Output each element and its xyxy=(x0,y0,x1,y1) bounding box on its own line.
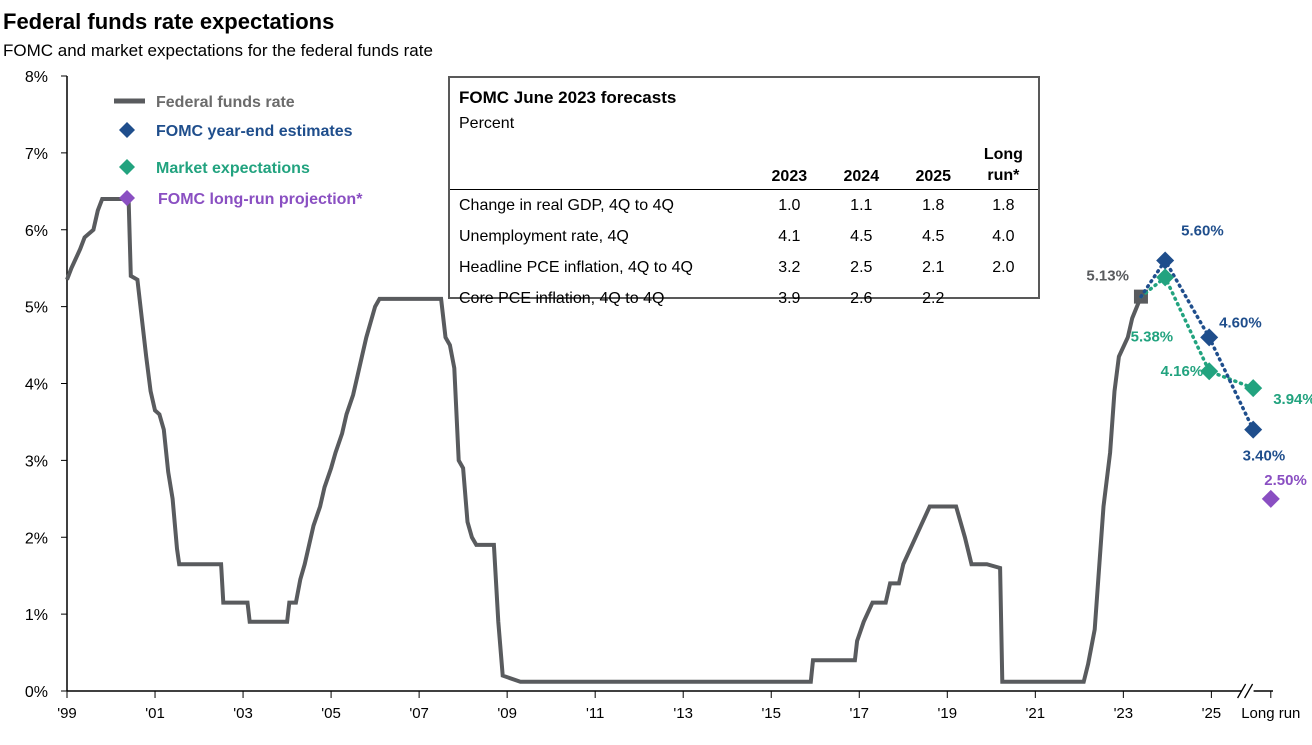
legend-diamond-swatch xyxy=(119,190,135,206)
table-row: Core PCE inflation, 4Q to 4Q 3.9 2.6 2.2 xyxy=(450,283,1038,314)
fomc-estimate-point xyxy=(1156,251,1175,270)
forecast-table: 2023 2024 2025 Long run* Change in real G… xyxy=(450,134,1038,314)
y-tick-label: 2% xyxy=(25,530,48,547)
table-cell: 2.2 xyxy=(922,289,945,307)
x-tick-label: '23 xyxy=(1114,705,1134,722)
x-tick-label: '99 xyxy=(57,705,77,722)
column-header-2024: 2024 xyxy=(843,168,880,185)
fomc-data-label: 3.40% xyxy=(1243,448,1286,465)
table-cell: 4.1 xyxy=(778,227,801,245)
market-expectation-point xyxy=(1200,362,1219,381)
table-cell: 3.9 xyxy=(778,289,801,307)
y-tick-label: 8% xyxy=(25,69,48,86)
x-tick-label: '13 xyxy=(673,705,693,722)
table-cell xyxy=(969,283,1038,314)
x-tick-label: '05 xyxy=(321,705,341,722)
column-header-empty xyxy=(450,134,754,190)
market-data-label: 3.94% xyxy=(1273,391,1312,408)
legend-label: Federal funds rate xyxy=(156,94,295,111)
x-tick-label: '15 xyxy=(761,705,781,722)
x-tick-label: Long run xyxy=(1241,705,1300,722)
current-rate-label: 5.13% xyxy=(1086,268,1129,285)
x-tick-label: '01 xyxy=(145,705,165,722)
axis-break-mark xyxy=(1244,683,1254,699)
fomc-estimate-point xyxy=(1244,420,1263,439)
table-cell: 2.0 xyxy=(992,258,1015,276)
table-cell: 4.5 xyxy=(850,227,873,245)
table-cell: 1.8 xyxy=(922,196,945,214)
chart-title: Federal funds rate expectations xyxy=(3,9,335,34)
table-cell: 3.2 xyxy=(778,258,801,276)
x-tick-label: '17 xyxy=(849,705,869,722)
market-expectation-point xyxy=(1244,379,1263,398)
y-tick-label: 0% xyxy=(25,684,48,701)
x-tick-label: '25 xyxy=(1202,705,1222,722)
legend-diamond-swatch xyxy=(119,159,135,175)
table-cell: 4.0 xyxy=(992,227,1015,245)
column-header-long-run: Long run* xyxy=(983,146,1023,184)
table-cell: 1.8 xyxy=(992,196,1015,214)
forecast-table-title: FOMC June 2023 forecasts xyxy=(459,88,677,107)
x-tick-label: '21 xyxy=(1026,705,1046,722)
row-label: Unemployment rate, 4Q xyxy=(459,227,629,245)
market-expectation-point xyxy=(1156,268,1175,287)
fed-funds-line xyxy=(65,197,1143,684)
table-cell: 4.5 xyxy=(922,227,945,245)
forecast-table-panel: FOMC June 2023 forecasts Percent 2023 20… xyxy=(448,76,1040,307)
y-tick-label: 7% xyxy=(25,146,48,163)
long-run-data-label: 2.50% xyxy=(1264,472,1307,489)
legend-diamond-swatch xyxy=(119,122,135,138)
row-label: Change in real GDP, 4Q to 4Q xyxy=(459,196,674,214)
y-tick-label: 3% xyxy=(25,453,48,470)
fomc-estimate-point xyxy=(1200,328,1219,347)
legend-label: FOMC long-run projection* xyxy=(158,191,363,208)
table-row: Headline PCE inflation, 4Q to 4Q 3.2 2.5… xyxy=(450,252,1038,283)
fomc-data-label: 5.60% xyxy=(1181,223,1224,240)
table-cell: 2.1 xyxy=(922,258,945,276)
market-data-label: 4.16% xyxy=(1161,363,1204,380)
table-cell: 1.1 xyxy=(850,196,873,214)
y-tick-label: 5% xyxy=(25,300,48,317)
table-row: Unemployment rate, 4Q 4.1 4.5 4.5 4.0 xyxy=(450,221,1038,252)
legend-label: FOMC year-end estimates xyxy=(156,123,353,140)
x-tick-label: '07 xyxy=(409,705,429,722)
x-tick-label: '19 xyxy=(938,705,958,722)
market-data-label: 5.38% xyxy=(1131,328,1174,345)
axis-break-mark xyxy=(1237,683,1247,699)
column-header-2025: 2025 xyxy=(915,168,952,185)
x-tick-label: '11 xyxy=(586,705,604,722)
x-tick-label: '03 xyxy=(233,705,253,722)
forecast-table-header: 2023 2024 2025 Long run* xyxy=(450,134,1038,190)
x-tick-label: '09 xyxy=(497,705,517,722)
legend-label: Market expectations xyxy=(156,160,310,177)
column-header-2023: 2023 xyxy=(771,168,808,185)
fomc-data-label: 4.60% xyxy=(1219,314,1262,331)
row-label: Core PCE inflation, 4Q to 4Q xyxy=(459,289,665,307)
table-row: Change in real GDP, 4Q to 4Q 1.0 1.1 1.8… xyxy=(450,190,1038,222)
forecast-table-subtitle: Percent xyxy=(459,115,515,132)
row-label: Headline PCE inflation, 4Q to 4Q xyxy=(459,258,693,276)
long-run-projection-point xyxy=(1261,489,1280,508)
chart-subtitle: FOMC and market expectations for the fed… xyxy=(3,41,433,60)
table-cell: 2.6 xyxy=(850,289,873,307)
y-tick-label: 4% xyxy=(25,377,48,394)
y-tick-label: 6% xyxy=(25,223,48,240)
table-cell: 2.5 xyxy=(850,258,873,276)
table-cell: 1.0 xyxy=(778,196,801,214)
y-tick-label: 1% xyxy=(25,607,48,624)
